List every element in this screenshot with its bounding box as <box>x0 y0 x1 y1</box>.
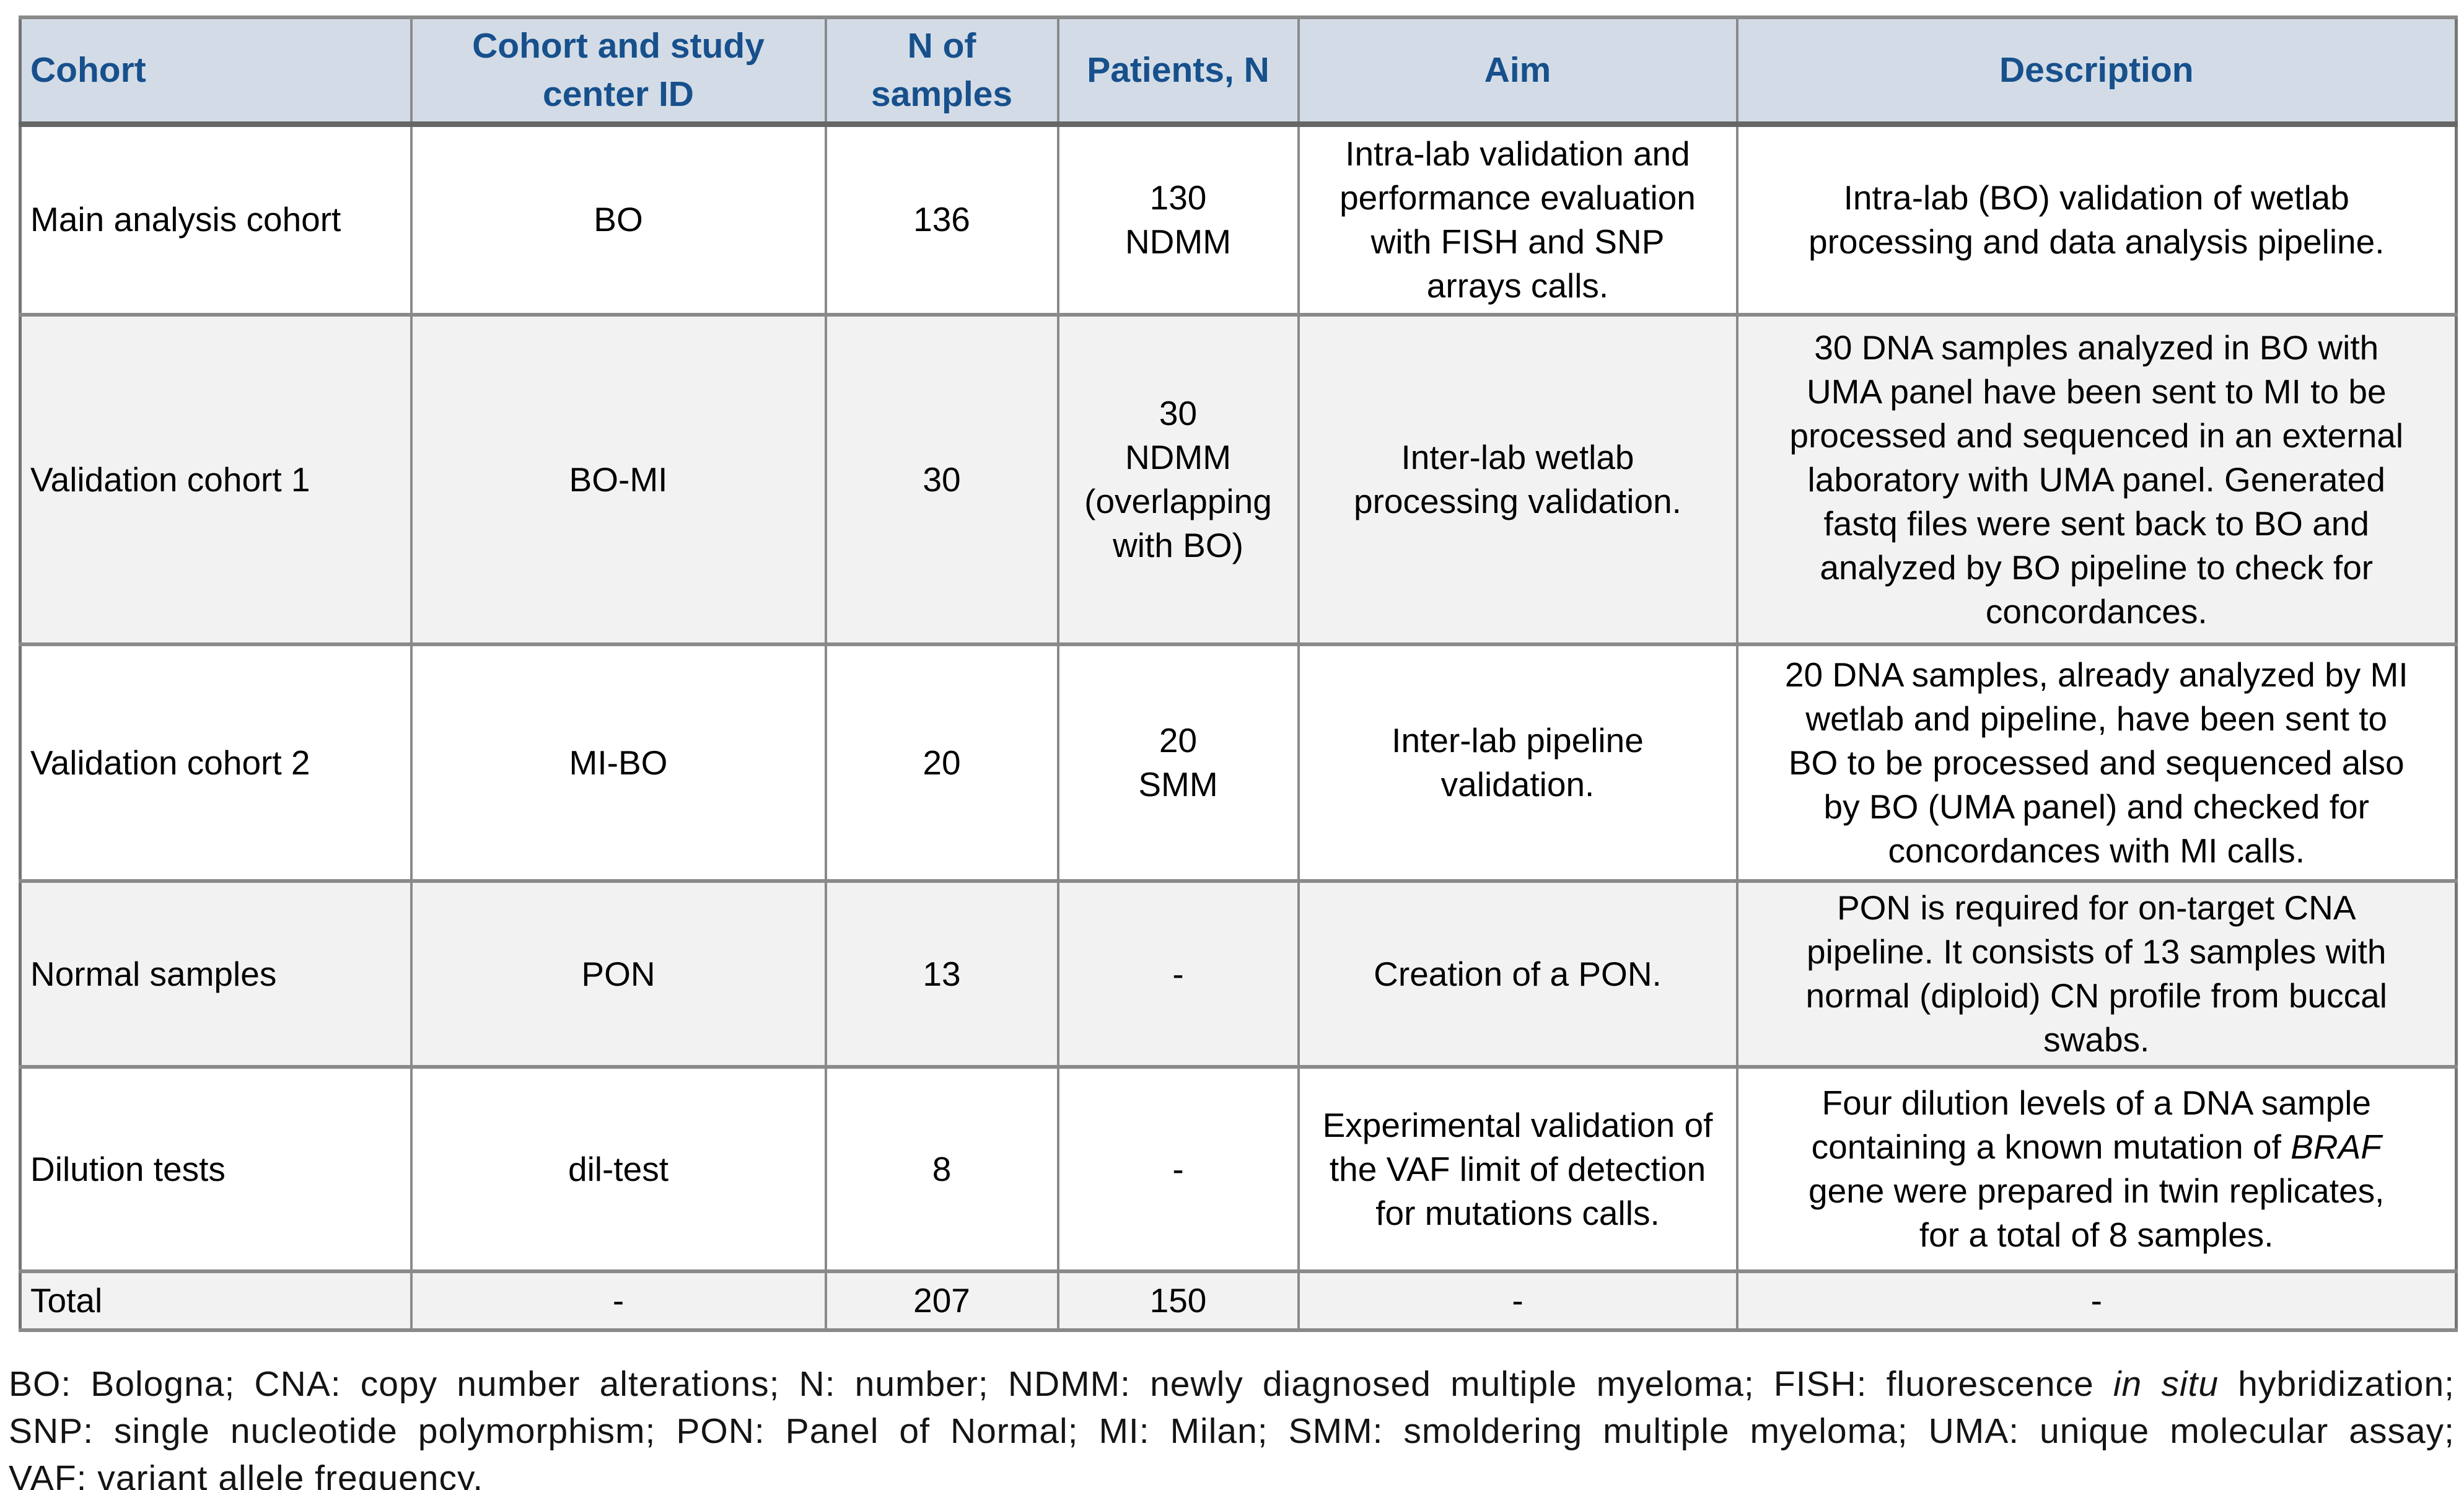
cell-cohort: Main analysis cohort <box>19 122 413 317</box>
footnote-line-3: VAF: variant allele frequency. <box>9 1458 484 1490</box>
table-header-row: Cohort Cohort and study center ID N of s… <box>19 15 2458 127</box>
table-row-total: Total - 207 150 - - <box>19 1269 2458 1332</box>
cell-aim: Creation of a PON. <box>1297 879 1738 1069</box>
cell-center-id: dil-test <box>410 1065 827 1273</box>
table-row-validation-cohort-1: Validation cohort 1 BO-MI 30 30 NDMM (ov… <box>19 313 2458 646</box>
cell-patients: 130 NDMM <box>1056 122 1300 317</box>
cell-description: Four dilution levels of a DNA sample con… <box>1735 1065 2458 1273</box>
cell-aim: Experimental validation of the VAF limit… <box>1297 1065 1738 1273</box>
cell-cohort: Dilution tests <box>19 1065 413 1273</box>
cell-patients: 30 NDMM (overlapping with BO) <box>1056 313 1300 646</box>
header-aim: Aim <box>1297 15 1738 127</box>
cell-total-label: Total <box>19 1269 413 1332</box>
cell-cohort: Validation cohort 2 <box>19 642 413 883</box>
cell-n-samples: 8 <box>824 1065 1059 1273</box>
cell-cohort: Normal samples <box>19 879 413 1069</box>
cell-patients: - <box>1056 1065 1300 1273</box>
cell-n-samples: 136 <box>824 122 1059 317</box>
footnote-text: BO: Bologna; CNA: copy number alteration… <box>9 1364 2113 1404</box>
description-text: gene were prepared in twin replicates, f… <box>1809 1172 2385 1254</box>
header-n-samples: N of samples <box>824 15 1059 127</box>
footnote-text: hybridization; <box>2219 1364 2455 1404</box>
cell-description: Intra-lab (BO) validation of wetlab proc… <box>1735 122 2458 317</box>
cell-description: 30 DNA samples analyzed in BO with UMA p… <box>1735 313 2458 646</box>
cell-cohort: Validation cohort 1 <box>19 313 413 646</box>
study-cohorts-table: Cohort Cohort and study center ID N of s… <box>19 15 2458 1332</box>
footnote-italic-in-situ: in situ <box>2113 1364 2219 1404</box>
header-patients: Patients, N <box>1056 15 1300 127</box>
gene-name-italic: BRAF <box>2291 1128 2382 1166</box>
cell-n-samples: 30 <box>824 313 1059 646</box>
cell-patients: - <box>1056 879 1300 1069</box>
cell-total-patients: 150 <box>1056 1269 1300 1332</box>
cell-center-id: BO-MI <box>410 313 827 646</box>
cell-aim: Intra-lab validation and performance eva… <box>1297 122 1738 317</box>
cell-center-id: MI-BO <box>410 642 827 883</box>
table-row-normal-samples: Normal samples PON 13 - Creation of a PO… <box>19 879 2458 1069</box>
cell-description: PON is required for on-target CNA pipeli… <box>1735 879 2458 1069</box>
cell-total-aim: - <box>1297 1269 1738 1332</box>
footnote-line-1: BO: Bologna; CNA: copy number alteration… <box>9 1361 2455 1408</box>
table-row-dilution-tests: Dilution tests dil-test 8 - Experimental… <box>19 1065 2458 1273</box>
cell-aim: Inter-lab wetlab processing validation. <box>1297 313 1738 646</box>
cell-center-id: BO <box>410 122 827 317</box>
cell-n-samples: 13 <box>824 879 1059 1069</box>
cell-total-n-samples: 207 <box>824 1269 1059 1332</box>
table-row-main-analysis: Main analysis cohort BO 136 130 NDMM Int… <box>19 122 2458 317</box>
cell-center-id: PON <box>410 879 827 1069</box>
header-cohort: Cohort <box>19 15 413 127</box>
cell-total-description: - <box>1735 1269 2458 1332</box>
cell-patients: 20 SMM <box>1056 642 1300 883</box>
cell-n-samples: 20 <box>824 642 1059 883</box>
header-center-id: Cohort and study center ID <box>410 15 827 127</box>
table-row-validation-cohort-2: Validation cohort 2 MI-BO 20 20 SMM Inte… <box>19 642 2458 883</box>
description-text: Four dilution levels of a DNA sample con… <box>1811 1084 2372 1166</box>
cell-description: 20 DNA samples, already analyzed by MI w… <box>1735 642 2458 883</box>
footnote-line-2: SNP: single nucleotide polymorphism; PON… <box>9 1411 2455 1451</box>
cell-aim: Inter-lab pipeline validation. <box>1297 642 1738 883</box>
cell-total-id: - <box>410 1269 827 1332</box>
table-footnote: BO: Bologna; CNA: copy number alteration… <box>9 1361 2455 1490</box>
header-description: Description <box>1735 15 2458 127</box>
